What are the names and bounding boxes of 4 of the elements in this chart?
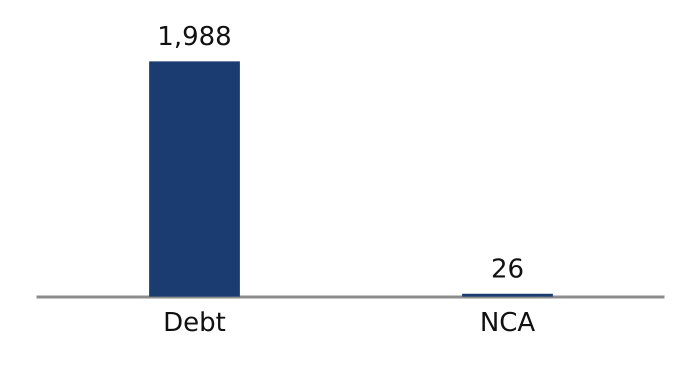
x-tick-label: NCA: [480, 308, 536, 338]
data-label: 26: [490, 254, 524, 284]
x-tick-label: Debt: [163, 308, 226, 338]
data-label: 1,988: [157, 22, 232, 52]
